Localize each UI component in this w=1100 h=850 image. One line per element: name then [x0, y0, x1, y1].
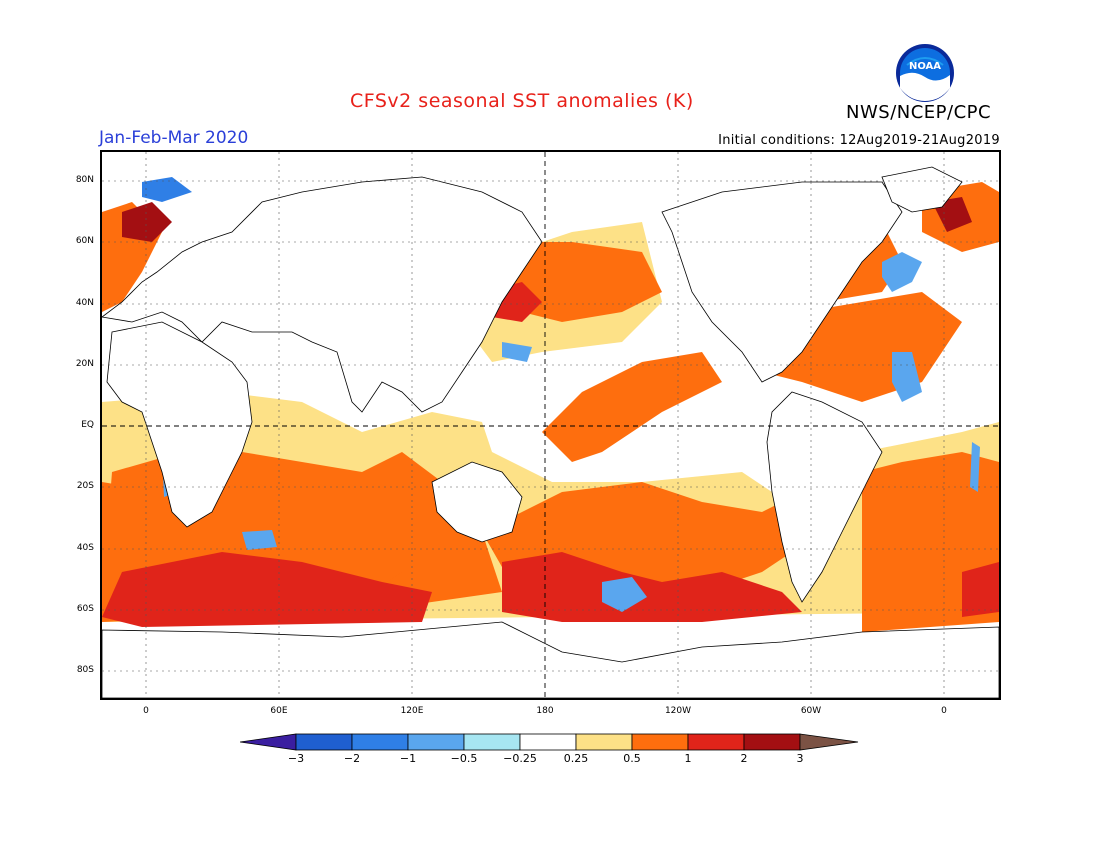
map-title: CFSv2 seasonal SST anomalies (K) [350, 90, 694, 112]
lat-label: 20N [75, 359, 94, 369]
lon-label: 120W [664, 706, 692, 716]
colorbar-label: −1 [399, 752, 417, 765]
lat-label: EQ [81, 420, 94, 430]
sst-anomaly-map [100, 150, 1001, 700]
forecast-period: Jan-Feb-Mar 2020 [99, 128, 249, 148]
lat-label: 80N [75, 175, 94, 185]
colorbar [239, 733, 860, 753]
lon-label: 60W [800, 706, 822, 716]
lon-label: 120E [400, 706, 424, 716]
map-canvas [102, 152, 999, 698]
lat-label: 60S [76, 604, 94, 614]
agency-label: NWS/NCEP/CPC [846, 102, 992, 123]
lat-label: 20S [76, 481, 94, 491]
colorbar-label: 3 [796, 752, 804, 765]
colorbar-label: 2 [740, 752, 748, 765]
lat-label: 80S [76, 665, 94, 675]
continents [102, 166, 999, 698]
reference-lines [102, 152, 999, 698]
colorbar-label: −0.25 [503, 752, 537, 765]
lon-label: 0 [941, 706, 947, 716]
lon-label: 180 [536, 706, 554, 716]
colorbar-label: −3 [287, 752, 305, 765]
colorbar-label: −2 [343, 752, 361, 765]
logo-text: NOAA [909, 61, 941, 72]
colorbar-label: −0.5 [450, 752, 478, 765]
initial-conditions: Initial conditions: 12Aug2019-21Aug2019 [718, 133, 1000, 148]
colorbar-label: 0.25 [563, 752, 589, 765]
lat-label: 60N [75, 236, 94, 246]
colorbar-label: 1 [684, 752, 692, 765]
logo: NOAA [895, 43, 955, 103]
lat-label: 40N [75, 298, 94, 308]
colorbar-label: 0.5 [623, 752, 641, 765]
colorbar-swatches [239, 733, 859, 751]
noaa-logo-icon: NOAA [896, 44, 954, 102]
lat-label: 40S [76, 543, 94, 553]
lon-label: 60E [270, 706, 288, 716]
lon-label: 0 [143, 706, 149, 716]
graticule [102, 152, 999, 698]
